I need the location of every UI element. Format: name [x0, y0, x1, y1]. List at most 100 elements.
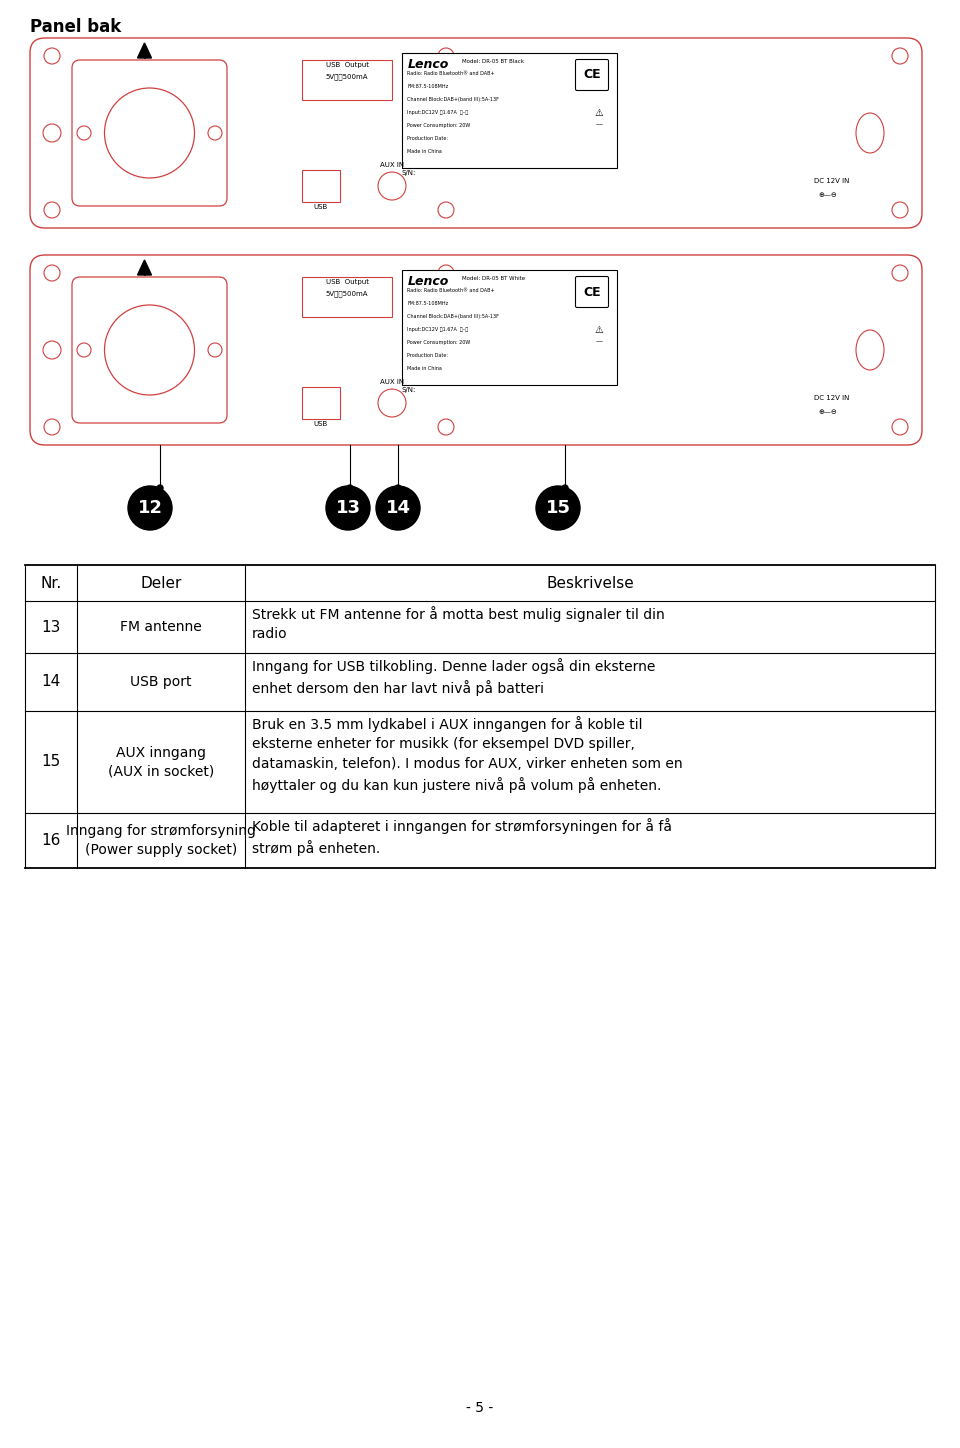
Ellipse shape [856, 113, 884, 153]
Text: Lenco: Lenco [408, 275, 449, 288]
Text: Bruk en 3.5 mm lydkabel i AUX inngangen for å koble til
eksterne enheter for mus: Bruk en 3.5 mm lydkabel i AUX inngangen … [252, 715, 683, 794]
Text: Radio: Radio Bluetooth® and DAB+: Radio: Radio Bluetooth® and DAB+ [407, 288, 494, 292]
Text: Input:DC12V ⏜1.67A  ⦵–⦵: Input:DC12V ⏜1.67A ⦵–⦵ [407, 327, 468, 332]
Text: USB  Output: USB Output [325, 279, 369, 285]
Text: ⊕—⊖: ⊕—⊖ [818, 193, 837, 198]
Text: ⚠: ⚠ [594, 109, 604, 117]
Circle shape [44, 48, 60, 64]
Text: 13: 13 [41, 620, 60, 634]
Circle shape [438, 265, 454, 281]
Text: Panel bak: Panel bak [30, 17, 121, 36]
Circle shape [44, 203, 60, 219]
Circle shape [892, 48, 908, 64]
Ellipse shape [856, 330, 884, 371]
Bar [302, 59, 392, 100]
FancyBboxPatch shape [30, 255, 922, 445]
Text: Deler: Deler [140, 575, 181, 591]
Text: 5V⏜⏜500mA: 5V⏜⏜500mA [325, 74, 369, 80]
Text: Production Date:: Production Date: [407, 136, 448, 140]
Text: Input:DC12V ⏜1.67A  ⦵–⦵: Input:DC12V ⏜1.67A ⦵–⦵ [407, 110, 468, 114]
Circle shape [77, 343, 91, 358]
Text: Nr.: Nr. [40, 575, 61, 591]
Text: AUX inngang
(AUX in socket): AUX inngang (AUX in socket) [108, 746, 214, 778]
Circle shape [105, 306, 195, 395]
Circle shape [438, 48, 454, 64]
Bar [402, 269, 617, 385]
Circle shape [892, 265, 908, 281]
Text: —: — [595, 122, 603, 127]
Circle shape [562, 485, 568, 491]
Text: Model: DR-05 BT Black: Model: DR-05 BT Black [462, 59, 524, 64]
Text: USB port: USB port [131, 675, 192, 689]
Text: CE: CE [583, 285, 601, 298]
Bar [302, 277, 392, 317]
Circle shape [378, 172, 406, 200]
Circle shape [43, 125, 61, 142]
Circle shape [208, 126, 222, 140]
Text: Lenco: Lenco [408, 58, 449, 71]
Text: Strekk ut FM antenne for å motta best mulig signaler til din
radio: Strekk ut FM antenne for å motta best mu… [252, 607, 664, 641]
Circle shape [438, 203, 454, 219]
Text: Inngang for strømforsyning
(Power supply socket): Inngang for strømforsyning (Power supply… [66, 824, 256, 857]
Circle shape [892, 203, 908, 219]
Text: Power Consumption: 20W: Power Consumption: 20W [407, 123, 470, 127]
Text: USB: USB [314, 421, 328, 427]
Text: CE: CE [583, 68, 601, 81]
Text: Production Date:: Production Date: [407, 353, 448, 358]
Text: 15: 15 [545, 500, 570, 517]
Text: Model: DR-05 BT White: Model: DR-05 BT White [462, 277, 525, 281]
Bar [302, 169, 340, 203]
Text: USB: USB [314, 204, 328, 210]
Text: 5V⏜⏜500mA: 5V⏜⏜500mA [325, 291, 369, 297]
Circle shape [376, 487, 420, 530]
Polygon shape [137, 261, 152, 275]
Circle shape [44, 418, 60, 434]
Text: DC 12V IN: DC 12V IN [814, 395, 850, 401]
Text: FM antenne: FM antenne [120, 620, 202, 634]
Text: —: — [595, 337, 603, 345]
FancyBboxPatch shape [72, 277, 227, 423]
Text: ⊕—⊖: ⊕—⊖ [818, 408, 837, 416]
Text: AUX IN: AUX IN [380, 162, 404, 168]
Circle shape [44, 265, 60, 281]
Text: 12: 12 [137, 500, 162, 517]
Text: AUX IN: AUX IN [380, 379, 404, 385]
Bar [402, 54, 617, 168]
Circle shape [43, 340, 61, 359]
Circle shape [326, 487, 370, 530]
Text: 14: 14 [41, 675, 60, 689]
Circle shape [438, 418, 454, 434]
Text: Made in China: Made in China [407, 366, 442, 371]
Text: S/N:: S/N: [402, 169, 417, 177]
Text: Beskrivelse: Beskrivelse [546, 575, 634, 591]
Text: Made in China: Made in China [407, 149, 442, 153]
Text: 13: 13 [335, 500, 361, 517]
Circle shape [77, 126, 91, 140]
FancyBboxPatch shape [72, 59, 227, 206]
Circle shape [347, 485, 353, 491]
Text: ⚠: ⚠ [594, 324, 604, 334]
Circle shape [128, 487, 172, 530]
Circle shape [157, 485, 163, 491]
Text: Radio: Radio Bluetooth® and DAB+: Radio: Radio Bluetooth® and DAB+ [407, 71, 494, 75]
Circle shape [395, 485, 401, 491]
Text: Channel Block:DAB+(band III):5A-13F: Channel Block:DAB+(band III):5A-13F [407, 314, 499, 319]
Text: 16: 16 [41, 833, 60, 849]
Text: 15: 15 [41, 754, 60, 769]
Text: Power Consumption: 20W: Power Consumption: 20W [407, 340, 470, 345]
Circle shape [536, 487, 580, 530]
Text: FM:87.5-108MHz: FM:87.5-108MHz [407, 301, 448, 306]
Circle shape [892, 418, 908, 434]
Text: USB  Output: USB Output [325, 62, 369, 68]
Text: FM:87.5-108MHz: FM:87.5-108MHz [407, 84, 448, 88]
Circle shape [105, 88, 195, 178]
FancyBboxPatch shape [30, 38, 922, 227]
Polygon shape [137, 43, 152, 58]
Circle shape [208, 343, 222, 358]
Text: Channel Block:DAB+(band III):5A-13F: Channel Block:DAB+(band III):5A-13F [407, 97, 499, 101]
FancyBboxPatch shape [575, 59, 609, 90]
Bar [302, 387, 340, 418]
Text: Inngang for USB tilkobling. Denne lader også din eksterne
enhet dersom den har l: Inngang for USB tilkobling. Denne lader … [252, 657, 656, 696]
Circle shape [378, 390, 406, 417]
Text: 14: 14 [386, 500, 411, 517]
